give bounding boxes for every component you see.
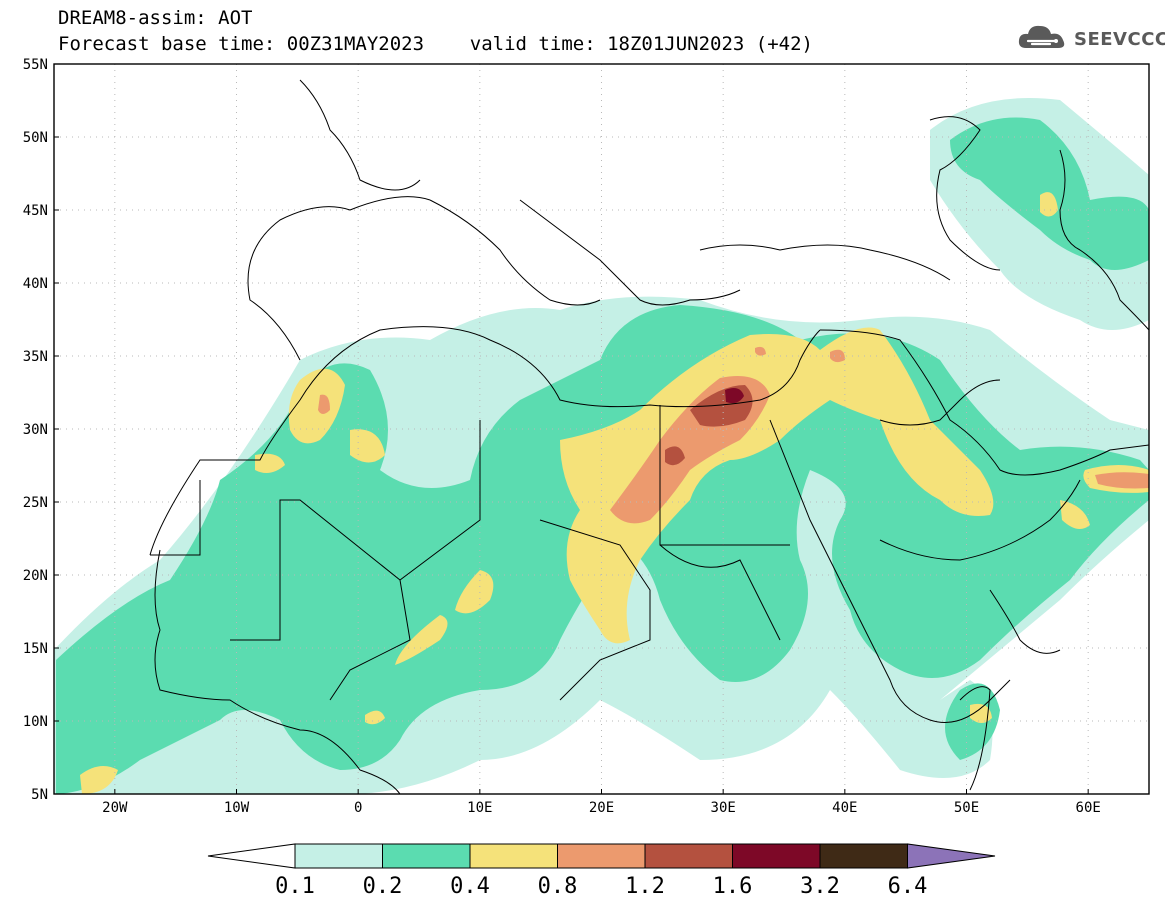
aot-field xyxy=(54,64,1149,794)
coastlines xyxy=(149,79,1150,795)
colorbar-box xyxy=(819,843,908,869)
colorbar-box xyxy=(469,843,558,869)
seevccc-logo: SEEVCCC xyxy=(1018,22,1165,56)
colorbar-box xyxy=(557,843,646,869)
colorbar-box xyxy=(294,843,383,869)
lon-label: 10W xyxy=(224,800,250,816)
colorbar-box xyxy=(382,843,471,869)
lat-label: 20N xyxy=(23,568,48,584)
lon-label: 30E xyxy=(711,800,736,816)
lat-label: 35N xyxy=(23,349,48,365)
latitude-labels: 55N 50N 45N 40N 35N 30N 25N 20N 15N 10N 5N xyxy=(23,57,59,803)
colorbar-box xyxy=(732,843,821,869)
lat-label: 10N xyxy=(23,714,48,730)
colorbar-arrow-high xyxy=(907,843,996,869)
lon-label: 20W xyxy=(102,800,128,816)
lat-label: 50N xyxy=(23,130,48,146)
lat-label: 5N xyxy=(31,787,48,803)
logo-text: SEEVCCC xyxy=(1074,28,1165,50)
lat-label: 15N xyxy=(23,641,48,657)
lon-label: 0 xyxy=(354,800,362,816)
colorbar-label: 0.8 xyxy=(538,874,578,899)
colorbar-label: 3.2 xyxy=(800,874,840,899)
graticule xyxy=(54,64,1149,794)
lon-label: 40E xyxy=(832,800,857,816)
colorbar-label: 1.2 xyxy=(625,874,665,899)
colorbar-label: 6.4 xyxy=(888,874,928,899)
lon-label: 50E xyxy=(954,800,979,816)
colorbar-label: 0.2 xyxy=(363,874,403,899)
map-title: DREAM8-assim: AOT xyxy=(58,7,253,29)
lat-label: 30N xyxy=(23,422,48,438)
lon-label: 20E xyxy=(589,800,614,816)
longitude-labels: 20W 10W 0 10E 20E 30E 40E 50E 60E xyxy=(102,789,1101,816)
lat-label: 55N xyxy=(23,57,48,73)
cloud-icon xyxy=(1018,22,1070,56)
colorbar-label: 0.4 xyxy=(450,874,490,899)
colorbar-box xyxy=(644,843,733,869)
lon-label: 60E xyxy=(1076,800,1101,816)
lat-label: 40N xyxy=(23,276,48,292)
lat-label: 45N xyxy=(23,203,48,219)
colorbar-label: 0.1 xyxy=(275,874,315,899)
colorbar-label: 1.6 xyxy=(713,874,753,899)
forecast-times: Forecast base time: 00Z31MAY2023 valid t… xyxy=(58,33,813,55)
lon-label: 10E xyxy=(467,800,492,816)
colorbar-arrow-low xyxy=(207,843,296,869)
lat-label: 25N xyxy=(23,495,48,511)
